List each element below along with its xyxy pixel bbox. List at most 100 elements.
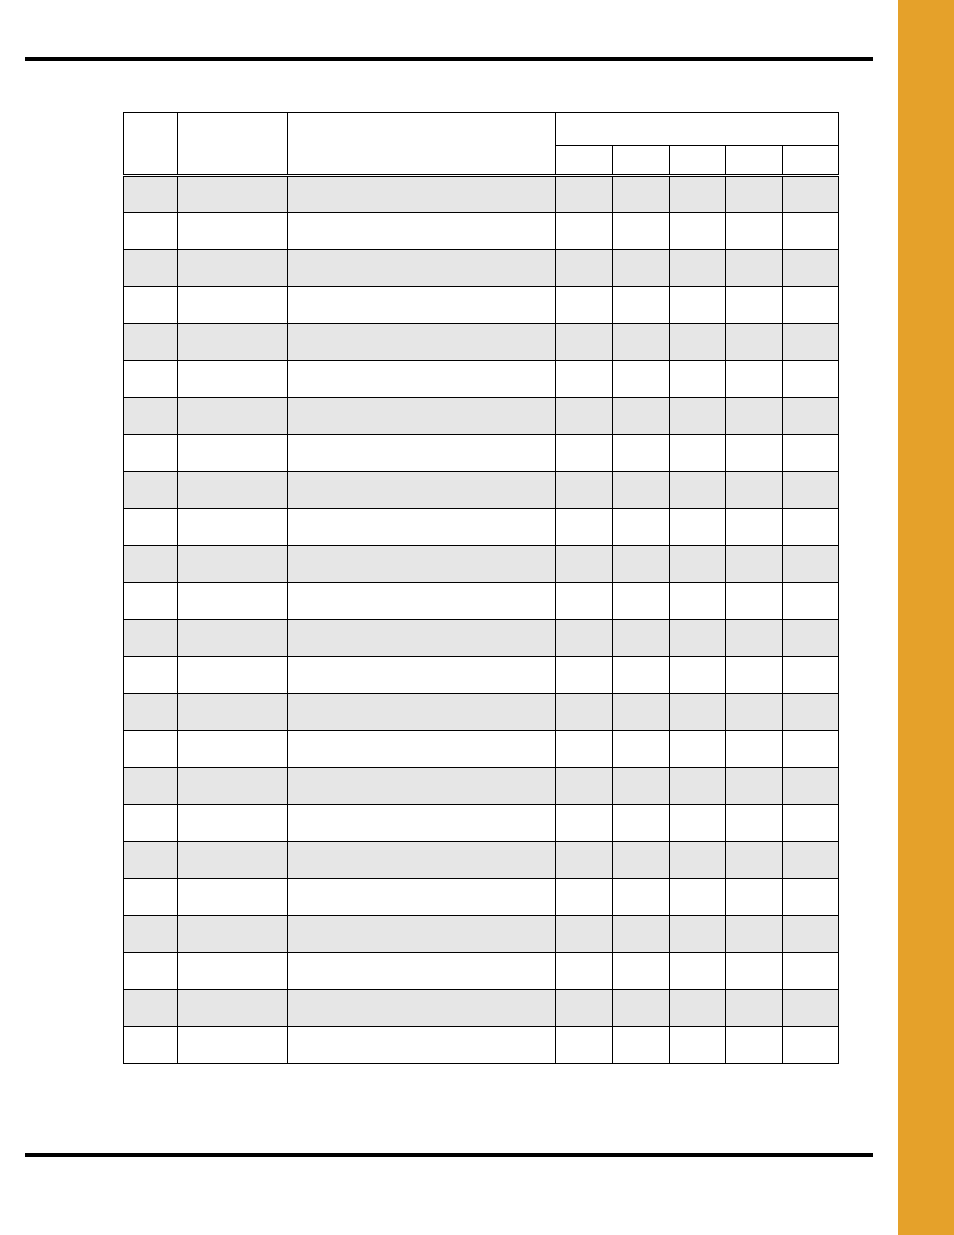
cell: [783, 842, 839, 879]
cell: [613, 361, 670, 398]
cell: [613, 435, 670, 472]
cell: [556, 953, 613, 990]
cell: [783, 953, 839, 990]
cell: [613, 879, 670, 916]
cell: [178, 398, 288, 435]
col-header-c7: [726, 146, 783, 176]
cell: [288, 398, 556, 435]
cell: [288, 694, 556, 731]
cell: [613, 472, 670, 509]
cell: [556, 361, 613, 398]
cell: [670, 472, 726, 509]
cell: [670, 953, 726, 990]
cell: [178, 953, 288, 990]
cell: [783, 176, 839, 213]
cell: [783, 398, 839, 435]
cell: [670, 657, 726, 694]
cell: [670, 324, 726, 361]
cell: [556, 731, 613, 768]
cell: [783, 805, 839, 842]
cell: [613, 768, 670, 805]
table-row: [124, 805, 839, 842]
cell: [613, 694, 670, 731]
cell: [783, 250, 839, 287]
cell: [178, 620, 288, 657]
cell: [726, 176, 783, 213]
cell: [556, 583, 613, 620]
cell: [670, 250, 726, 287]
cell: [783, 990, 839, 1027]
cell: [613, 990, 670, 1027]
page: [0, 0, 954, 1235]
cell: [670, 805, 726, 842]
cell: [670, 694, 726, 731]
cell: [670, 1027, 726, 1064]
table-row: [124, 1027, 839, 1064]
cell: [178, 916, 288, 953]
top-rule: [25, 57, 873, 61]
cell: [783, 509, 839, 546]
cell: [556, 398, 613, 435]
table-row: [124, 953, 839, 990]
cell: [288, 953, 556, 990]
cell: [613, 731, 670, 768]
cell: [613, 1027, 670, 1064]
cell: [726, 953, 783, 990]
cell: [783, 583, 839, 620]
cell: [288, 916, 556, 953]
cell: [178, 805, 288, 842]
cell: [288, 250, 556, 287]
col-header-c2: [178, 113, 288, 176]
cell: [783, 546, 839, 583]
cell: [288, 842, 556, 879]
cell: [124, 583, 178, 620]
table-row: [124, 620, 839, 657]
cell: [613, 176, 670, 213]
cell: [124, 620, 178, 657]
cell: [288, 509, 556, 546]
cell: [288, 324, 556, 361]
sidebar-accent: [898, 0, 954, 1235]
cell: [783, 768, 839, 805]
cell: [178, 509, 288, 546]
cell: [783, 879, 839, 916]
cell: [124, 657, 178, 694]
cell: [178, 879, 288, 916]
table-row: [124, 509, 839, 546]
cell: [124, 398, 178, 435]
cell: [613, 250, 670, 287]
table-row: [124, 176, 839, 213]
cell: [178, 694, 288, 731]
cell: [288, 990, 556, 1027]
cell: [124, 953, 178, 990]
cell: [124, 213, 178, 250]
cell: [178, 768, 288, 805]
table-row: [124, 768, 839, 805]
cell: [288, 620, 556, 657]
cell: [670, 583, 726, 620]
cell: [670, 620, 726, 657]
cell: [178, 842, 288, 879]
cell: [288, 176, 556, 213]
cell: [124, 768, 178, 805]
cell: [556, 916, 613, 953]
cell: [613, 916, 670, 953]
cell: [124, 287, 178, 324]
table-row: [124, 361, 839, 398]
cell: [613, 805, 670, 842]
cell: [670, 509, 726, 546]
cell: [670, 842, 726, 879]
cell: [726, 805, 783, 842]
cell: [288, 361, 556, 398]
cell: [613, 583, 670, 620]
cell: [124, 1027, 178, 1064]
table-row: [124, 731, 839, 768]
col-header-g: [556, 113, 839, 146]
cell: [556, 694, 613, 731]
cell: [556, 176, 613, 213]
cell: [124, 435, 178, 472]
cell: [726, 287, 783, 324]
table-row: [124, 472, 839, 509]
cell: [613, 842, 670, 879]
cell: [178, 731, 288, 768]
